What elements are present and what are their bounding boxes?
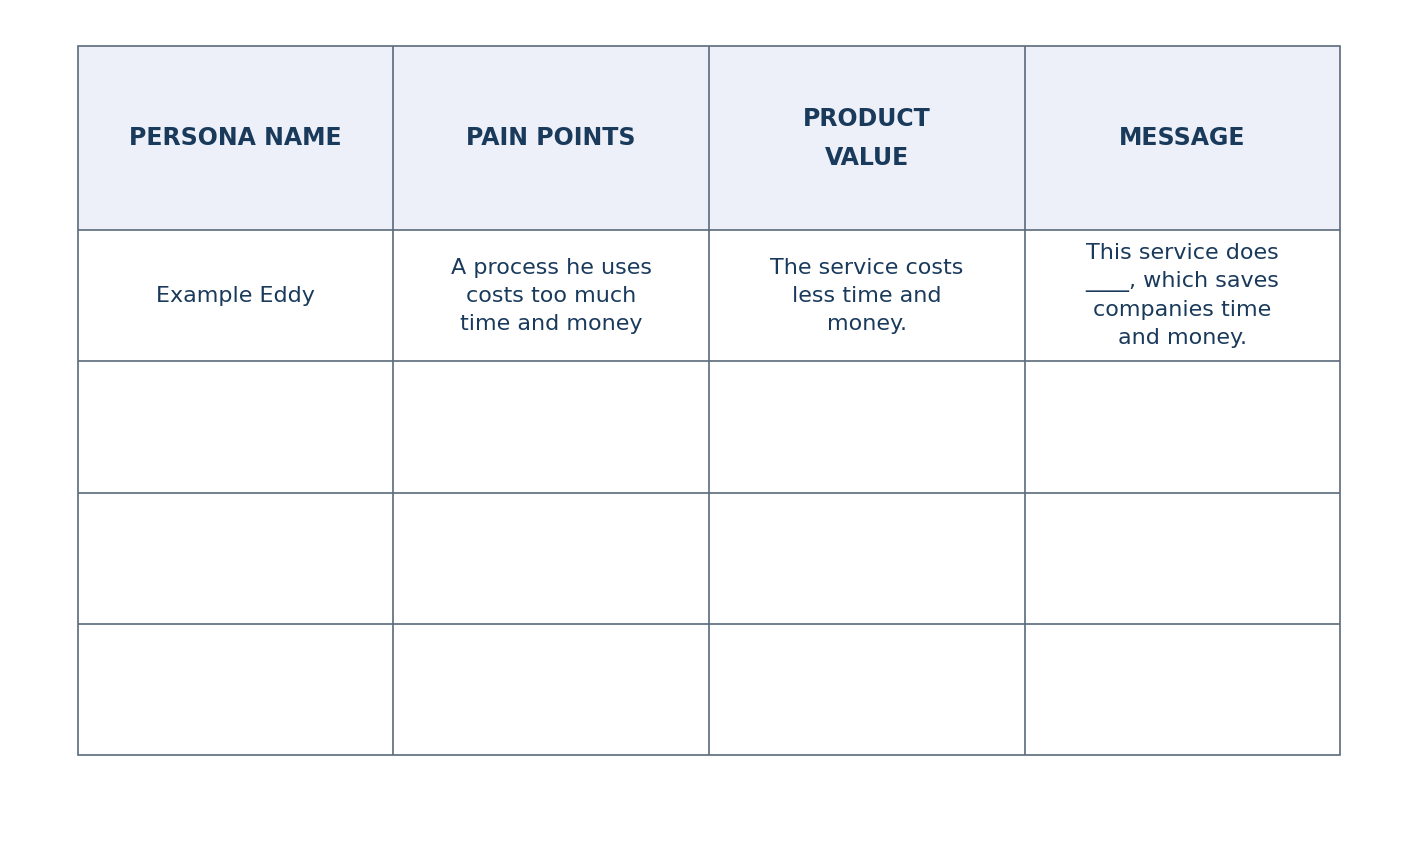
- Bar: [393, 624, 709, 755]
- Text: MESSAGE: MESSAGE: [1119, 126, 1245, 150]
- Bar: [78, 362, 393, 493]
- Bar: [78, 46, 1340, 755]
- Text: The service costs
less time and
money.: The service costs less time and money.: [770, 258, 963, 334]
- Bar: [709, 493, 1024, 624]
- Bar: [78, 624, 393, 755]
- Bar: [1024, 230, 1340, 362]
- Bar: [393, 362, 709, 493]
- Text: This service does
____, which saves
companies time
and money.: This service does ____, which saves comp…: [1085, 244, 1279, 348]
- Text: PAIN POINTS: PAIN POINTS: [467, 126, 637, 150]
- Bar: [1024, 493, 1340, 624]
- Bar: [393, 46, 709, 230]
- Text: PRODUCT
VALUE: PRODUCT VALUE: [803, 107, 930, 170]
- Bar: [1024, 624, 1340, 755]
- Bar: [709, 230, 1024, 362]
- Text: PERSONA NAME: PERSONA NAME: [129, 126, 342, 150]
- Bar: [709, 46, 1024, 230]
- Text: Example Eddy: Example Eddy: [156, 286, 315, 306]
- Bar: [393, 230, 709, 362]
- Bar: [78, 230, 393, 362]
- Bar: [1024, 46, 1340, 230]
- Bar: [393, 493, 709, 624]
- Bar: [1024, 362, 1340, 493]
- Text: A process he uses
costs too much
time and money: A process he uses costs too much time an…: [451, 258, 652, 334]
- Bar: [709, 624, 1024, 755]
- Bar: [709, 362, 1024, 493]
- Bar: [78, 46, 393, 230]
- Bar: [78, 493, 393, 624]
